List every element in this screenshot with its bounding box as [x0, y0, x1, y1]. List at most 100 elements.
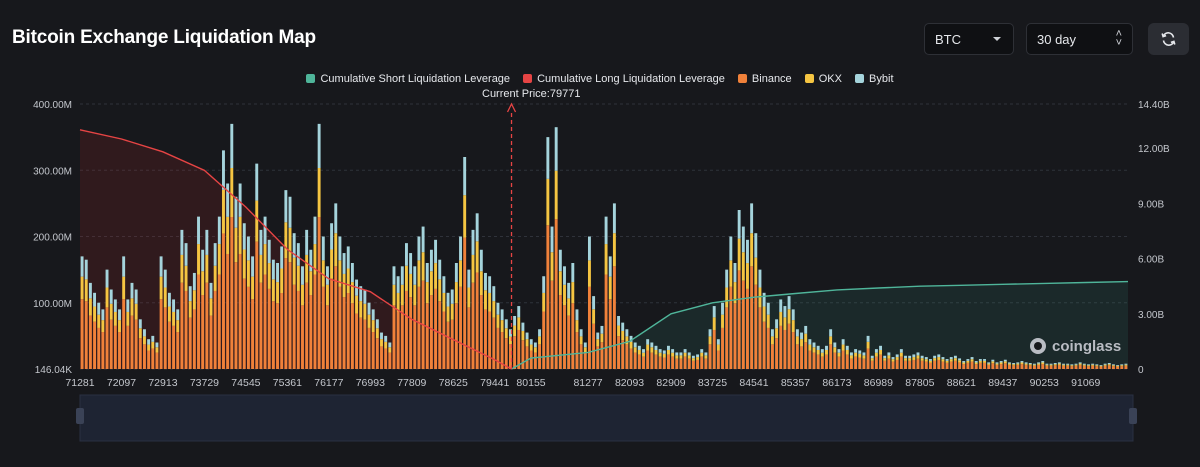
liquidation-bar: [1111, 365, 1115, 367]
liquidation-bar: [517, 329, 521, 369]
liquidation-bar: [808, 339, 812, 345]
liquidation-bar: [662, 350, 666, 354]
liquidation-bar: [205, 229, 209, 255]
zoom-slider-handle-left: [76, 408, 84, 424]
x-tick-label: 85357: [781, 377, 810, 389]
liquidation-bar: [787, 323, 791, 369]
liquidation-bar: [754, 284, 758, 369]
legend-item-long[interactable]: Cumulative Long Liquidation Leverage: [523, 73, 725, 85]
liquidation-bar: [259, 229, 263, 255]
liquidation-bar: [180, 254, 184, 283]
liquidation-bar: [259, 254, 263, 283]
liquidation-bar: [280, 246, 284, 269]
liquidation-bar: [542, 292, 546, 312]
liquidation-bar: [733, 282, 737, 304]
refresh-button[interactable]: [1148, 23, 1189, 55]
liquidation-bar: [1082, 365, 1086, 369]
liquidation-bar: [567, 315, 571, 369]
liquidation-bar: [109, 289, 113, 304]
liquidation-bar: [1032, 365, 1036, 369]
liquidation-bar: [301, 305, 304, 369]
legend-item-binance[interactable]: Binance: [737, 73, 792, 85]
liquidation-bar: [708, 329, 712, 337]
liquidation-bar: [587, 260, 591, 287]
x-tick-label: 83725: [698, 377, 727, 389]
liquidation-bar: [650, 342, 654, 348]
liquidation-bar: [350, 282, 354, 304]
symbol-select[interactable]: BTC: [924, 23, 1014, 55]
liquidation-bar: [93, 321, 97, 369]
liquidation-bar: [159, 299, 163, 369]
liquidation-bar: [704, 352, 708, 356]
liquidation-bar: [787, 309, 791, 324]
x-tick-label: 81277: [573, 377, 602, 389]
liquidation-bar: [197, 274, 200, 369]
liquidation-bar: [338, 236, 342, 261]
liquidation-bar: [496, 302, 500, 315]
liquidation-bar: [513, 336, 517, 369]
liquidation-bar: [899, 349, 903, 353]
liquidation-bar: [621, 340, 625, 369]
liquidation-bar: [762, 306, 766, 322]
legend-item-okx[interactable]: OKX: [804, 73, 842, 85]
liquidation-bar: [126, 311, 130, 326]
current-price-label: Current Price:79771: [482, 88, 581, 100]
legend-item-short[interactable]: Cumulative Short Liquidation Leverage: [306, 73, 510, 85]
legend-item-bybit[interactable]: Bybit: [855, 73, 894, 85]
liquidation-bar: [234, 262, 238, 369]
liquidation-bar: [459, 236, 462, 261]
liquidation-bar: [292, 233, 296, 258]
liquidation-bar: [1024, 363, 1028, 365]
liquidation-bar: [604, 216, 608, 245]
liquidation-bar: [1057, 363, 1061, 365]
liquidation-bar: [101, 309, 105, 321]
liquidation-bar: [1016, 364, 1020, 369]
liquidation-bar: [637, 349, 641, 355]
liquidation-bar: [608, 276, 612, 300]
liquidation-bar: [271, 259, 275, 280]
liquidation-bar: [841, 350, 845, 369]
liquidation-bar: [309, 295, 313, 369]
liquidation-bar: [671, 356, 675, 369]
liquidation-bar: [242, 223, 246, 250]
liquidation-bar: [1120, 364, 1124, 366]
range-select-value: 30 day: [1037, 32, 1077, 47]
liquidation-bar: [978, 359, 982, 361]
range-select[interactable]: 30 day ˄ ˅: [1026, 23, 1133, 55]
liquidation-bar: [958, 362, 962, 369]
liquidation-bar: [970, 357, 974, 360]
liquidation-bar: [691, 355, 695, 359]
liquidation-bar: [629, 335, 633, 342]
liquidation-bar: [105, 307, 109, 369]
liquidation-bar: [1037, 363, 1041, 365]
liquidation-bar: [88, 282, 92, 299]
liquidation-bar: [746, 263, 749, 289]
liquidation-bar: [209, 298, 213, 316]
liquidation-bar: [1124, 365, 1128, 369]
liquidation-bar: [974, 361, 978, 363]
liquidation-bar: [563, 266, 566, 285]
liquidation-bar: [434, 288, 438, 369]
liquidation-bar: [1024, 362, 1028, 364]
y-right-tick-label: 14.40B: [1138, 100, 1170, 111]
liquidation-bar: [325, 266, 329, 285]
liquidation-bar: [675, 358, 679, 369]
x-tick-label: 88621: [947, 377, 976, 389]
liquidation-bar: [508, 336, 512, 345]
liquidation-bar: [770, 329, 774, 337]
liquidation-bar: [633, 352, 637, 369]
liquidation-bar: [138, 338, 142, 369]
liquidation-bar: [84, 279, 88, 302]
liquidation-bar: [118, 320, 121, 333]
liquidation-bar: [217, 244, 221, 275]
liquidation-bar: [920, 358, 924, 361]
liquidation-bar: [1024, 364, 1028, 369]
liquidation-bar: [1045, 365, 1049, 369]
liquidation-bar: [912, 357, 916, 360]
liquidation-bar: [205, 254, 209, 283]
liquidation-bar: [122, 299, 126, 369]
liquidation-bar: [375, 328, 379, 339]
liquidation-bar: [962, 362, 966, 365]
x-tick-label: 84541: [739, 377, 768, 389]
liquidation-bar: [953, 360, 957, 369]
